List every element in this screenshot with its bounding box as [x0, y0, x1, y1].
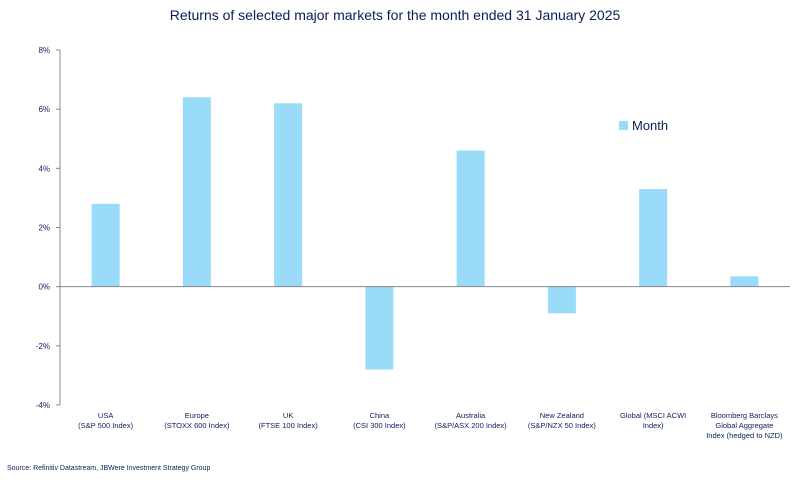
y-tick-label: 0% — [38, 283, 50, 292]
y-tick-label: 2% — [38, 224, 50, 233]
legend-label-month: Month — [632, 118, 668, 133]
x-tick-label: (CSI 300 Index) — [353, 421, 406, 430]
chart-title: Returns of selected major markets for th… — [170, 7, 621, 23]
y-tick-label: 4% — [38, 164, 50, 173]
y-tick-label: 8% — [38, 46, 50, 55]
source-note: Source: Refinitiv Datastream, JBWere Inv… — [7, 465, 211, 472]
bar-5 — [547, 286, 576, 314]
x-tick-label: Australia — [456, 411, 486, 420]
x-tick-label: Index) — [643, 421, 664, 430]
x-tick-label: (S&P/NZX 50 Index) — [528, 421, 596, 430]
x-tick-label: Bloomberg Barclays — [711, 411, 778, 420]
y-axis-ticks: -4% -2% 0% 2% 4% 6% 8% — [36, 46, 60, 410]
x-tick-label: (FTSE 100 Index) — [259, 421, 319, 430]
x-tick-label: Europe — [185, 411, 209, 420]
x-tick-label: New Zealand — [540, 411, 584, 420]
bar-7 — [730, 276, 759, 287]
bar-2 — [274, 103, 303, 287]
y-tick-label: -2% — [36, 342, 50, 351]
legend: Month — [619, 118, 668, 133]
bar-3 — [365, 286, 394, 370]
x-tick-label: UK — [283, 411, 293, 420]
x-tick-label: China — [370, 411, 390, 420]
bar-4 — [456, 150, 485, 287]
bar-0 — [91, 203, 120, 287]
y-tick-label: -4% — [36, 401, 50, 410]
bar-group — [91, 97, 759, 370]
x-tick-label: Global (MSCI ACWI — [620, 411, 686, 420]
bar-1 — [182, 97, 211, 287]
x-tick-label: USA — [98, 411, 113, 420]
bar-6 — [639, 189, 668, 287]
x-tick-label: Global Aggregate — [715, 421, 773, 430]
y-tick-label: 6% — [38, 105, 50, 114]
x-axis-labels: USA(S&P 500 Index) Europe(STOXX 600 Index… — [78, 411, 783, 440]
x-tick-label: (S&P/ASX 200 Index) — [435, 421, 508, 430]
x-tick-label: (STOXX 600 Index) — [164, 421, 230, 430]
x-tick-label: Index (hedged to NZD) — [706, 431, 783, 440]
x-tick-label: (S&P 500 Index) — [78, 421, 133, 430]
legend-swatch-month — [619, 121, 628, 130]
